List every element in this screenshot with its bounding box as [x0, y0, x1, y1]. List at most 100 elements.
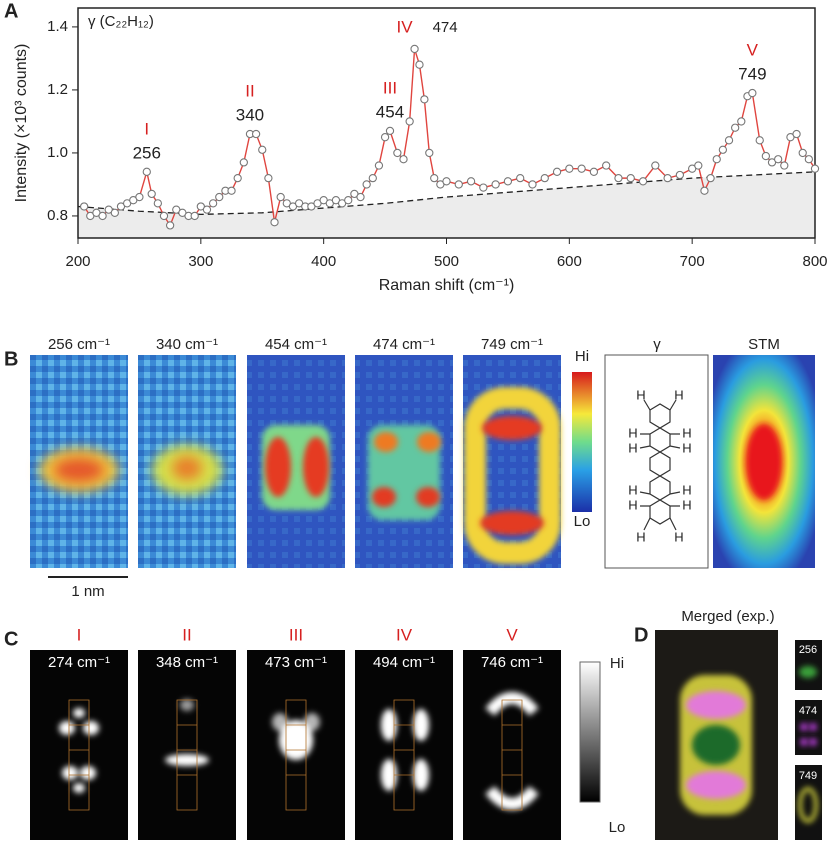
data-point: [565, 164, 574, 173]
data-point: [385, 126, 395, 136]
inset: [795, 700, 822, 755]
data-point: [755, 136, 764, 145]
mode-label: I: [77, 625, 82, 644]
sim-2: [138, 650, 236, 840]
map-749: [463, 355, 561, 568]
atom-label: H: [636, 387, 645, 402]
molecule-overlays: [68, 699, 523, 811]
x-tick-label: 800: [802, 253, 827, 270]
panel-letter: A: [4, 0, 18, 22]
panel-b: Hi Lo H HH HH HH HH HH H γ STM 1 nm: [30, 336, 815, 600]
peak-label: II: [245, 82, 254, 101]
data-point: [675, 170, 685, 180]
peak-label: I: [144, 119, 149, 138]
colorbar: [572, 372, 592, 512]
data-point: [420, 95, 429, 104]
panel-letter: B: [4, 348, 18, 370]
peak-shift: 256: [133, 143, 161, 162]
data-point: [626, 173, 635, 183]
peak-label: V: [747, 41, 759, 60]
map-label: 494 cm⁻¹: [373, 654, 435, 671]
data-point: [215, 192, 224, 202]
data-point: [602, 161, 611, 170]
inset-label: 474: [799, 705, 817, 717]
map-474: [355, 355, 453, 568]
map-label: 474 cm⁻¹: [373, 336, 435, 353]
data-point: [227, 186, 236, 195]
panel-letter: C: [4, 628, 18, 650]
data-point: [552, 167, 562, 176]
atom-label: H: [636, 529, 645, 544]
data-point: [368, 173, 377, 183]
data-point: [410, 44, 419, 54]
atom-label: H: [674, 387, 683, 402]
data-point: [810, 164, 820, 173]
mode-label: IV: [396, 625, 413, 644]
sim-5: [463, 650, 561, 840]
molecule-box: [604, 354, 709, 569]
x-axis-label: Raman shift (cm⁻¹): [379, 277, 515, 294]
data-point: [780, 161, 789, 170]
colorbar-label: Hi: [610, 655, 624, 672]
atom-label: H: [628, 425, 637, 440]
spectrum-chart: 200 300 400 500 600 700 800 0.8 1.0 1.2 1.4 Raman s…: [13, 7, 828, 294]
data-point: [724, 136, 734, 145]
data-point: [153, 199, 162, 208]
map-256: [30, 355, 128, 568]
atom-label: H: [628, 440, 637, 455]
data-point: [577, 164, 586, 173]
x-tick-label: 300: [188, 253, 213, 270]
y-tick-label: 1.4: [47, 18, 68, 35]
data-point: [374, 161, 384, 170]
molecule-label: γ: [653, 336, 661, 353]
atom-label: H: [682, 425, 691, 440]
map-454: [247, 355, 345, 568]
map-label: 454 cm⁻¹: [265, 336, 327, 353]
atom-label: H: [682, 497, 691, 512]
data-point: [393, 148, 402, 158]
molecule: [639, 399, 681, 531]
data-point: [694, 161, 703, 170]
data-point: [700, 186, 709, 195]
data-point: [264, 173, 273, 183]
data-point: [798, 148, 807, 158]
data-point: [165, 221, 175, 230]
mode-label: V: [506, 625, 518, 644]
data-point: [748, 88, 757, 98]
data-point: [344, 196, 353, 205]
data-point: [135, 192, 144, 202]
data-point: [651, 161, 660, 170]
data-point: [718, 145, 728, 154]
y-tick-label: 1.2: [47, 81, 68, 98]
data-point: [425, 148, 434, 158]
stm-label: STM: [748, 336, 780, 353]
baseline: [77, 171, 816, 216]
data-point: [110, 208, 119, 217]
atom-label: H: [674, 529, 683, 544]
colorbar-label: Lo: [574, 513, 591, 530]
sim-1: [30, 650, 128, 840]
x-tick-label: 600: [557, 253, 582, 270]
colorbar-label: Hi: [575, 348, 589, 365]
data-point: [98, 211, 107, 221]
chart-title: γ (C₂₂H₁₂): [88, 13, 154, 30]
data-point: [454, 180, 463, 189]
data-point: [147, 189, 156, 199]
mode-label: III: [289, 625, 303, 644]
data-point: [251, 129, 261, 139]
data-point: [466, 177, 476, 186]
peak-shift: 454: [376, 102, 404, 121]
data-point: [491, 180, 500, 189]
data-point: [79, 202, 89, 211]
panel-title: Merged (exp.): [681, 608, 774, 625]
peak-shift: 340: [236, 106, 264, 125]
panel-c: Hi Lo: [30, 650, 625, 840]
data-point: [190, 211, 199, 221]
panel-d: Merged (exp.): [655, 608, 822, 840]
data-point: [804, 155, 814, 164]
x-tick-label: 700: [680, 253, 705, 270]
atom-label: H: [682, 440, 691, 455]
data-point: [706, 173, 715, 183]
y-tick-label: 0.8: [47, 207, 68, 224]
map-label: 473 cm⁻¹: [265, 654, 327, 671]
